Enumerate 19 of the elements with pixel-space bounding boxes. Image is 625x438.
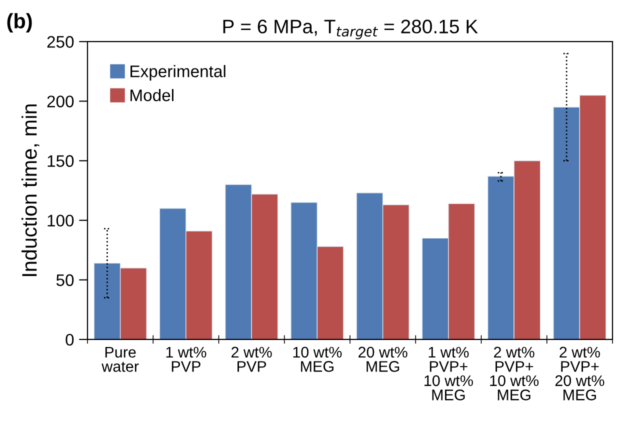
x-tick-label: Pure water bbox=[102, 346, 139, 372]
y-tick-label: 50 bbox=[56, 274, 74, 286]
x-tick-label: 2 wt% PVP bbox=[232, 346, 272, 372]
legend-label: Model bbox=[130, 88, 174, 102]
x-tick-label: 10 wt% MEG bbox=[293, 346, 342, 372]
y-tick-label: 200 bbox=[47, 96, 74, 108]
legend-label: Experimental bbox=[130, 65, 226, 81]
y-tick-label: 150 bbox=[48, 155, 74, 167]
y-tick-label: 100 bbox=[48, 214, 74, 227]
x-tick-label: 2 wt% PVP+ 10 wt% MEG bbox=[490, 346, 539, 400]
x-tick-label: 20 wt% MEG bbox=[358, 346, 408, 372]
text: (b) bbox=[7, 13, 32, 33]
y-tick-label: 250 bbox=[47, 36, 74, 48]
x-tick-label: 1 wt% PVP bbox=[166, 346, 206, 372]
y-axis-title: Induction time, min bbox=[22, 104, 40, 276]
x-tick-label: 2 wt% PVP+ 20 wt% MEG bbox=[555, 346, 604, 400]
chart-title: P = 6 MPa, T$_{target}$ = 280.15 K bbox=[223, 20, 478, 40]
x-tick-label: 1 wt% PVP+ 10 wt% MEG bbox=[424, 346, 473, 400]
y-tick-label: 0 bbox=[66, 334, 74, 346]
